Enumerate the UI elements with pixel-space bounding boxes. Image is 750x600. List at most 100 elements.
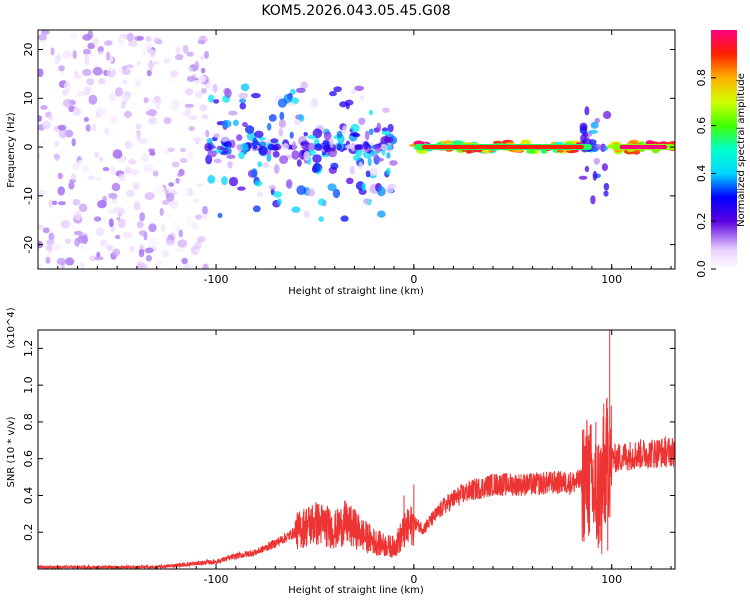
spectrogram-cell (375, 157, 385, 162)
spectrogram-cell (125, 190, 135, 197)
spectrogram-cell (45, 256, 51, 264)
spectrogram-cell (135, 123, 142, 130)
spectrogram-cell (381, 130, 391, 135)
spectrogram-cell (386, 144, 393, 150)
spectrogram-cell (82, 48, 91, 55)
spectrogram-cell (150, 240, 158, 248)
spectrogram-cell (345, 102, 350, 110)
spectrogram-cell (279, 155, 289, 165)
spectrogram-cell (58, 65, 65, 72)
spectrogram-cell (108, 218, 114, 228)
spectrogram-cell (361, 182, 366, 192)
spectrogram-cell (123, 110, 132, 118)
snr-x-tick-label: -100 (204, 573, 229, 586)
spectrogram-cell (258, 145, 268, 156)
spectrogram-cell (195, 214, 203, 220)
spectrogram-cell (116, 216, 121, 221)
spectrogram-cell (180, 147, 186, 153)
spectrogram-cell (126, 32, 134, 42)
spectrogram-cell (130, 168, 140, 176)
spectrogram-cell (638, 141, 645, 145)
spectrogram-cell (199, 104, 208, 112)
spectrogram-cell (197, 39, 205, 45)
spectrogram-cell (60, 219, 71, 229)
spectrogram-cell (138, 248, 145, 258)
spectrogram-cell (194, 60, 200, 71)
spectrogram-cell (340, 215, 349, 222)
spectrogram-cell (603, 190, 609, 197)
spectrogram-cell (312, 128, 323, 139)
spectrogram-cell (584, 106, 590, 116)
spectrogram-cell (76, 91, 86, 97)
spectrogram-cell (40, 105, 48, 110)
spectrogram-cell (78, 203, 88, 213)
spectrogram-cell (54, 140, 60, 147)
spectrogram-cell (205, 129, 210, 138)
spectrogram-cell (382, 107, 390, 113)
spectrogram-cell (200, 87, 207, 94)
spectrogram-cell (350, 89, 357, 95)
spectrogram-cell (62, 89, 69, 96)
spectrogram-cell (169, 200, 179, 209)
spectrogram-cell (73, 71, 79, 76)
spectrogram-cell (268, 185, 277, 190)
spectrogram-cell (69, 224, 76, 231)
spectrogram-y-tick-label: 0 (22, 144, 35, 151)
spectrogram-cell (193, 137, 203, 143)
spectrogram-cell (74, 60, 79, 71)
spectrogram-cell (184, 103, 194, 108)
spectrogram-cell (186, 216, 192, 226)
spectrogram-cell (56, 257, 67, 266)
spectrogram-cell (51, 200, 58, 205)
spectrogram-cell (97, 46, 104, 53)
spectrogram-cell (601, 163, 609, 172)
snr-y-scale-label: (x10^4) (6, 307, 17, 348)
spectrogram-cell (92, 37, 99, 46)
spectrogram-cell (48, 198, 53, 209)
spectrogram-cell (145, 111, 154, 116)
spectrogram-cell (279, 111, 285, 121)
spectrogram-cell (72, 50, 77, 60)
spectrogram-cell (112, 248, 121, 257)
spectrogram-cell (204, 142, 213, 152)
snr-panel: 0.2 0.4 0.6 0.8 1.0 1.2 -100 0 100 Height of st… (6, 307, 676, 596)
spectrogram-cell (254, 130, 264, 138)
spectrogram-cell (38, 142, 42, 147)
spectrogram-cell (105, 65, 115, 71)
spectrogram-cell (258, 141, 267, 148)
spectrogram-cell (313, 162, 321, 173)
spectrogram-cell (51, 244, 61, 251)
spectrogram-cell (364, 130, 370, 141)
spectrogram-cell (117, 218, 126, 229)
spectrogram-cell (383, 136, 394, 143)
spectrogram-cell (95, 227, 105, 237)
spectrogram-cell (165, 192, 175, 202)
spectrogram-cell (268, 114, 277, 122)
spectrogram-cell (308, 149, 316, 156)
spectrogram-cell (197, 75, 207, 83)
spectrogram-cell (63, 81, 72, 92)
spectrogram-y-tick-label: -20 (22, 236, 35, 254)
spectrogram-cell (175, 54, 184, 61)
spectrogram-cell (163, 150, 170, 155)
colorbar-ticks: 0.0 0.2 0.4 0.6 0.8 (695, 69, 716, 278)
spectrogram-cell (204, 50, 209, 59)
colorbar-tick-label: 0.8 (695, 69, 708, 87)
spectrogram-cell (386, 167, 391, 176)
spectrogram-cell (345, 144, 355, 149)
spectrogram-cell (38, 262, 42, 268)
spectrogram-tone-core (619, 145, 667, 150)
spectrogram-cell (110, 199, 119, 205)
spectrogram-cell (71, 173, 77, 181)
spectrogram-cell (191, 201, 196, 207)
colorbar-tick-label: 0.0 (695, 260, 708, 278)
spectrogram-frame (37, 29, 676, 270)
spectrogram-cell (251, 92, 261, 99)
spectrogram-cell (175, 47, 181, 55)
spectrogram-cell (242, 122, 248, 127)
snr-y-label: SNR (10 * v/v) (6, 416, 17, 487)
spectrogram-cell (256, 191, 264, 198)
spectrogram-cell (175, 247, 185, 253)
spectrogram-cell (196, 237, 202, 245)
spectrogram-cell (186, 51, 194, 57)
